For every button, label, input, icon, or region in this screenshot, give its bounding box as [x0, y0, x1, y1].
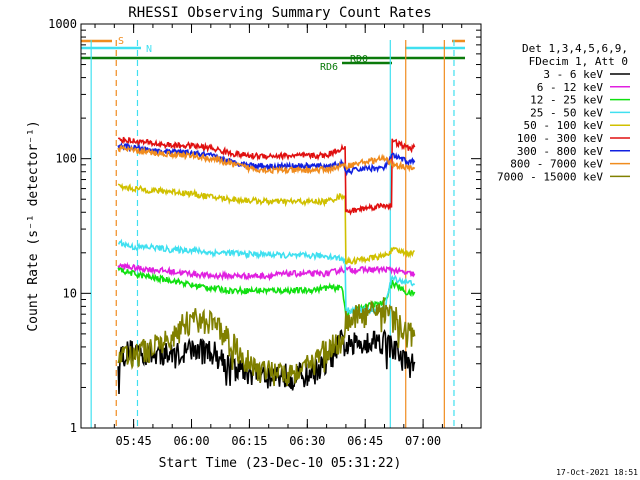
legend-entry-label: 3 - 6 keV [543, 68, 603, 81]
state-bar-label: S [118, 36, 124, 47]
state-bar-label: RD6 [320, 62, 338, 73]
x-tick-label: 06:15 [231, 434, 267, 448]
series-line [117, 136, 416, 216]
y-tick-label: 10 [63, 286, 77, 300]
state-bars: S N RD0 RD6 [81, 36, 465, 73]
legend-header: Det 1,3,4,5,6,9, [522, 42, 628, 55]
legend-entry-label: 100 - 300 keV [517, 132, 603, 145]
series-line [117, 267, 416, 318]
legend-header: FDecim 1, Att 0 [529, 55, 628, 68]
x-tick-label: 06:00 [173, 434, 209, 448]
x-tick-label: 06:45 [347, 434, 383, 448]
y-axis-label: Count Rate (s⁻¹ detector⁻¹) [26, 120, 41, 331]
x-tick-label: 07:00 [405, 434, 441, 448]
legend-entry-label: 300 - 800 keV [517, 145, 603, 158]
series-line [117, 261, 416, 282]
series-line [117, 329, 416, 395]
plot-frame [80, 23, 482, 429]
x-tick-label: 06:30 [289, 434, 325, 448]
legend-entry-label: 12 - 25 keV [530, 94, 603, 107]
legend-entry-label: 50 - 100 keV [524, 119, 604, 132]
x-axis-label: Start Time (23-Dec-10 05:31:22) [159, 456, 402, 471]
series-line [117, 144, 416, 175]
y-tick-label: 100 [55, 152, 77, 166]
y-tick-label: 1 [70, 421, 77, 435]
y-tick-label: 1000 [48, 17, 77, 31]
legend-entry-label: 7000 - 15000 keV [497, 170, 603, 183]
series-line [117, 182, 415, 266]
x-tick-label: 05:45 [116, 434, 152, 448]
state-bar-label: N [146, 44, 152, 55]
legend: Det 1,3,4,5,6,9,FDecim 1, Att 03 - 6 keV… [497, 42, 630, 183]
state-bar-label: RD0 [350, 54, 368, 65]
series-line [117, 297, 416, 387]
legend-entry-label: 25 - 50 keV [530, 106, 603, 119]
legend-entry-label: 800 - 7000 keV [510, 158, 603, 171]
timestamp: 17-Oct-2021 18:51 [556, 468, 638, 477]
axis-ticks: 1 10 100 1000 05:45 06:00 06:15 06:30 06:45 07:00 [48, 17, 481, 448]
chart-title: RHESSI Observing Summary Count Rates [128, 5, 431, 21]
legend-entry-label: 6 - 12 keV [537, 81, 604, 94]
series-lines [117, 136, 416, 395]
